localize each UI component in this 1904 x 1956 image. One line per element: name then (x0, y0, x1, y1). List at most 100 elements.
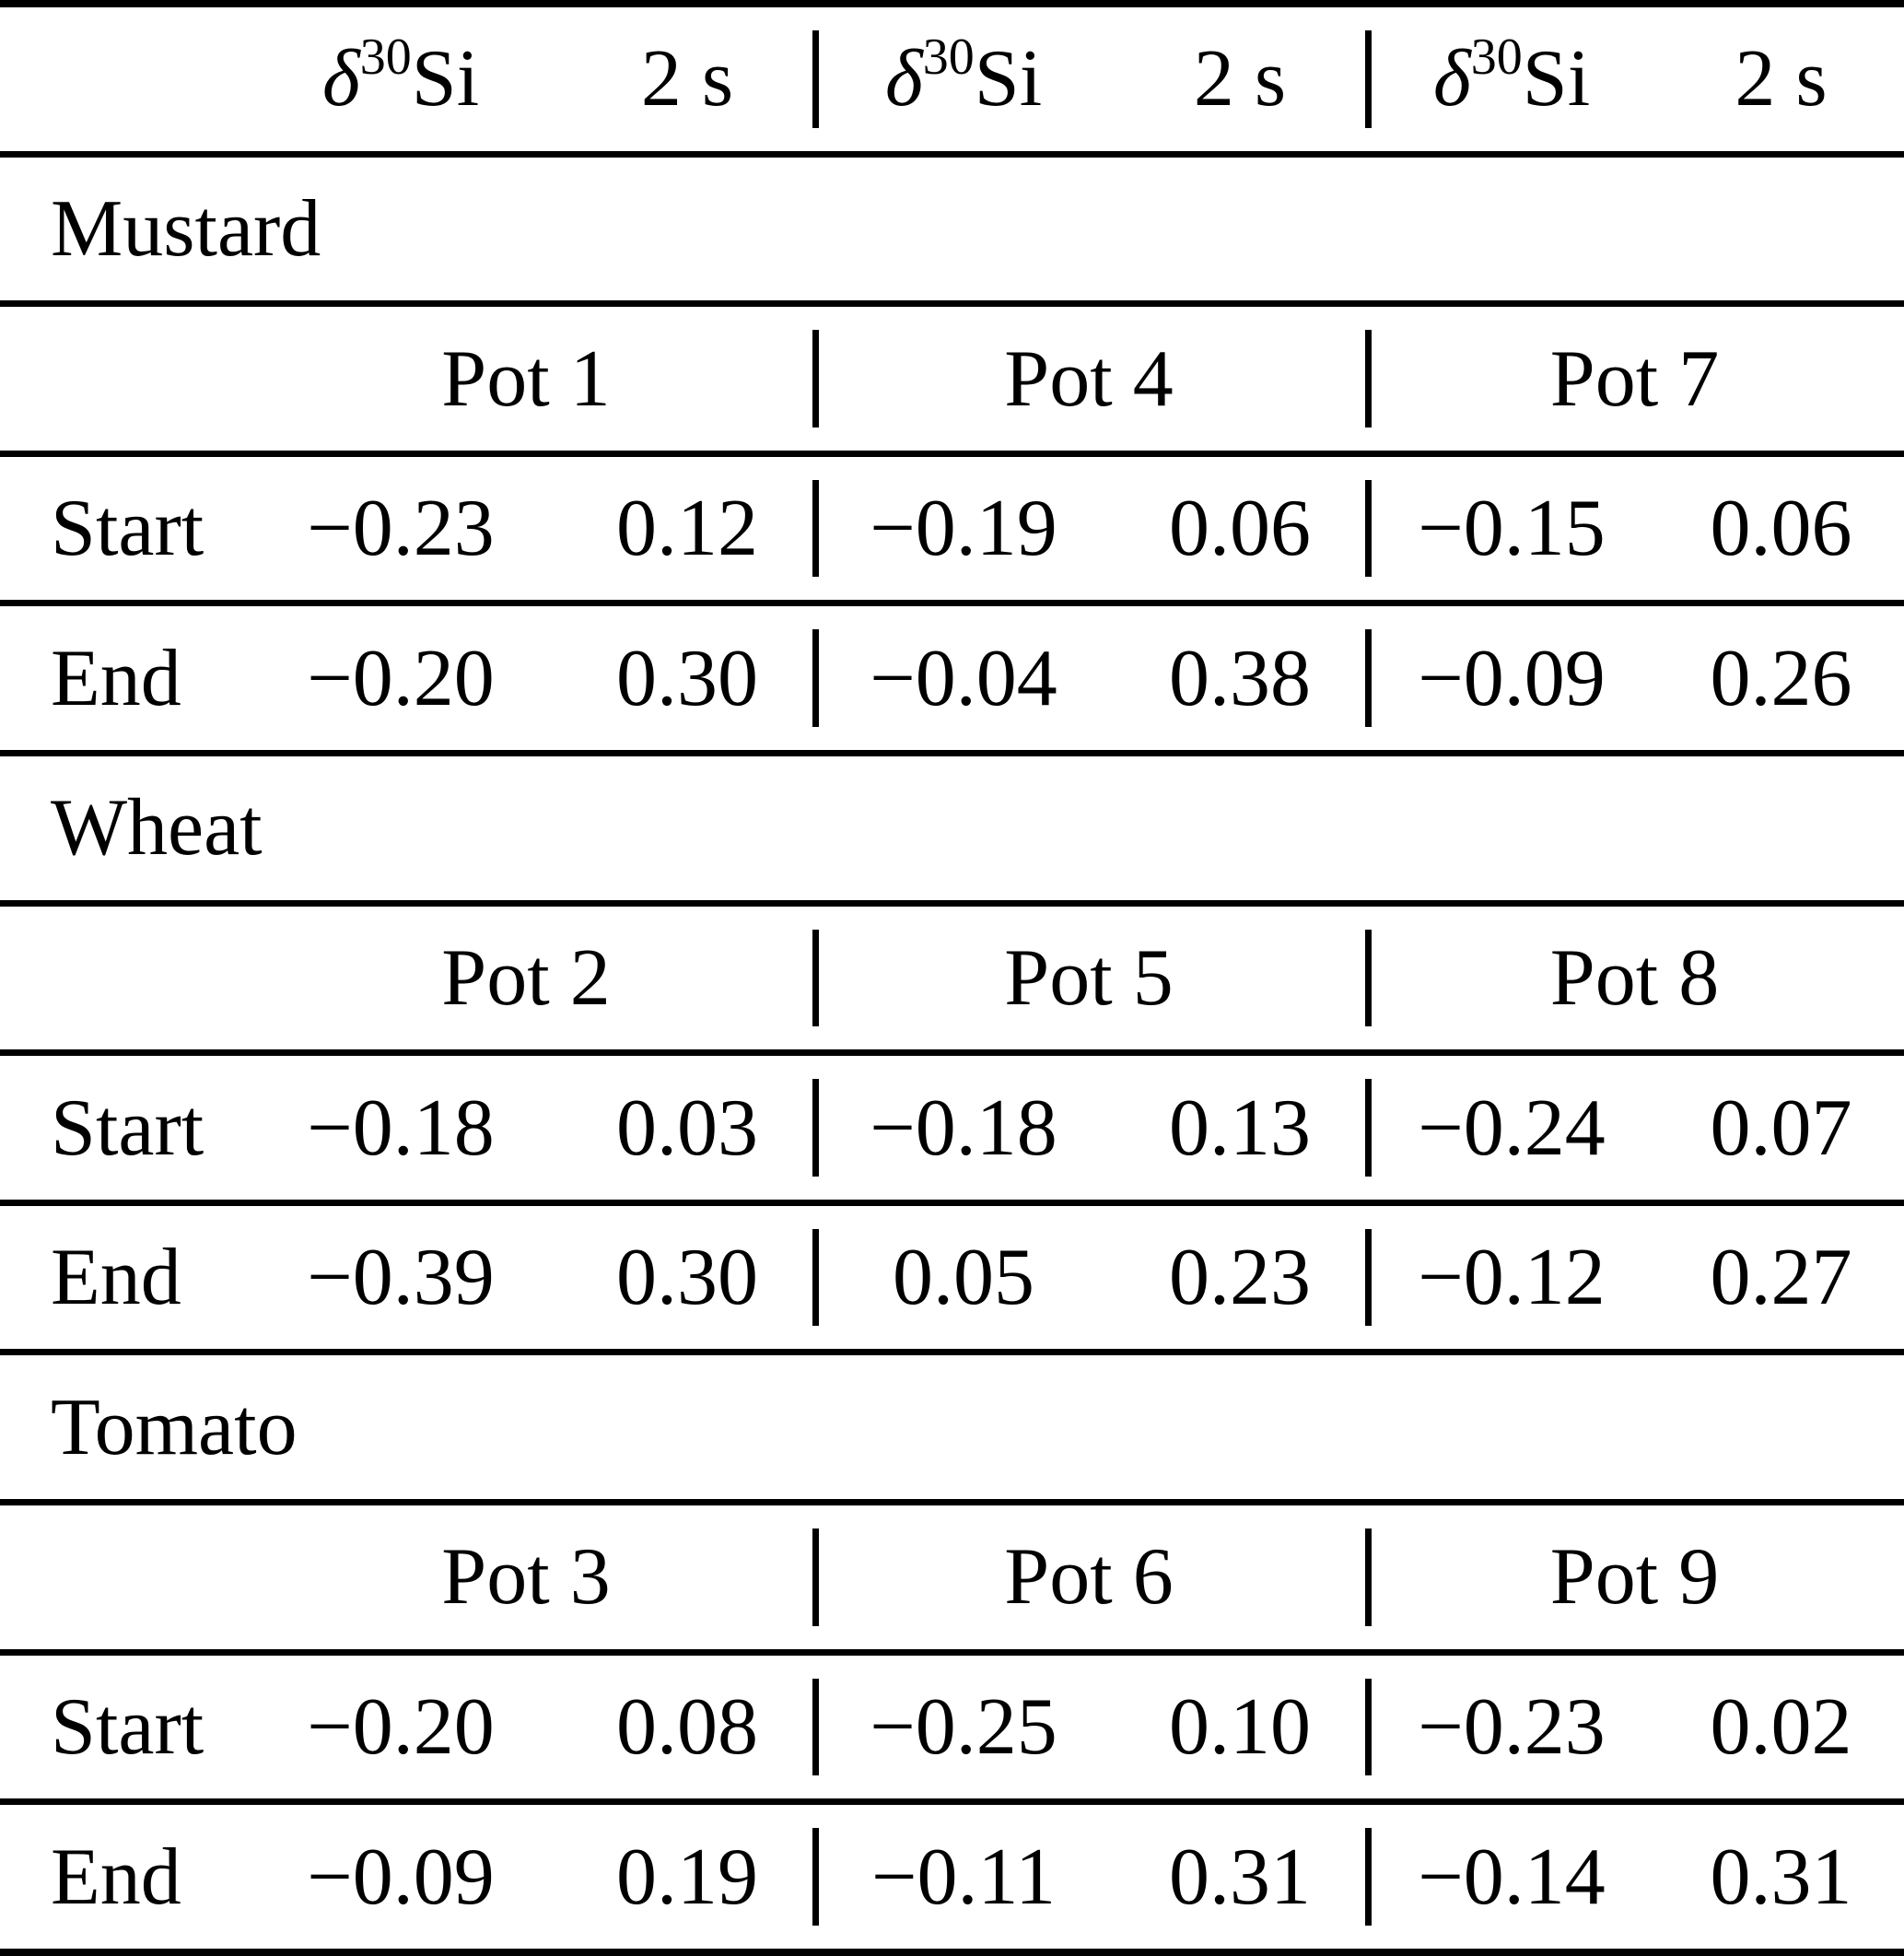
value-cell: −0.09 (307, 1832, 495, 1922)
element-symbol: Si (1522, 34, 1591, 124)
sigma-cell: 0.06 (1710, 484, 1852, 574)
pot-label: Pot 9 (1365, 1505, 1904, 1649)
delta-symbol: δ (321, 34, 360, 124)
value-cell: −0.23 (1365, 1655, 1658, 1799)
pot-row-tomato: Pot 3 Pot 6 Pot 9 (0, 1505, 1904, 1649)
value-cell: −0.04 (812, 606, 1115, 751)
sigma-cell: 0.10 (1169, 1682, 1311, 1772)
element-symbol: Si (411, 34, 480, 124)
pot-label: Pot 1 (441, 334, 611, 424)
delta-symbol: δ (1432, 34, 1471, 124)
value-cell: −0.18 (307, 1083, 495, 1173)
sigma-cell: 0.38 (1169, 633, 1311, 723)
sigma-cell: 0.08 (616, 1682, 758, 1772)
isotope-header: δ30Si (812, 7, 1115, 151)
horizontal-rule-top (0, 0, 1904, 7)
value-cell: −0.24 (1365, 1056, 1658, 1200)
mass-number: 30 (359, 29, 412, 87)
value-cell: −0.14 (1365, 1805, 1658, 1949)
header-empty-cell (0, 7, 239, 151)
horizontal-rule (0, 300, 1904, 308)
value-cell: −0.12 (1365, 1205, 1658, 1350)
horizontal-rule (0, 1648, 1904, 1656)
value-cell: −0.15 (1365, 456, 1658, 601)
sigma-cell: 0.30 (616, 1233, 758, 1323)
pot-row-empty-cell (0, 1505, 239, 1649)
value-cell: −0.20 (307, 633, 495, 723)
table-header-row: δ30Si 2 s δ30Si 2 s δ30Si 2 s (0, 7, 1904, 151)
sigma-cell: 0.07 (1710, 1083, 1852, 1173)
mass-number: 30 (1470, 29, 1523, 87)
data-row-wheat-end: End −0.39 0.30 0.05 0.23 −0.12 0.27 (0, 1205, 1904, 1350)
horizontal-rule (0, 750, 1904, 757)
pot-label: Pot 7 (1365, 307, 1904, 451)
horizontal-rule (0, 1199, 1904, 1206)
data-row-tomato-start: Start −0.20 0.08 −0.25 0.10 −0.23 0.02 (0, 1655, 1904, 1799)
row-label: Start (51, 1083, 204, 1173)
delta-symbol: δ (884, 34, 923, 124)
row-label: End (51, 1233, 181, 1323)
horizontal-rule (0, 150, 1904, 158)
data-row-wheat-start: Start −0.18 0.03 −0.18 0.13 −0.24 0.07 (0, 1056, 1904, 1200)
section-row-tomato: Tomato (0, 1355, 1904, 1499)
horizontal-rule (0, 1798, 1904, 1806)
pot-label: Pot 6 (812, 1505, 1365, 1649)
pot-row-mustard: Pot 1 Pot 4 Pot 7 (0, 307, 1904, 451)
row-label: Start (51, 1682, 204, 1772)
horizontal-rule (0, 1049, 1904, 1057)
sigma-cell: 0.12 (616, 484, 758, 574)
sigma-cell: 0.30 (616, 633, 758, 723)
value-cell: −0.19 (812, 456, 1115, 601)
sigma-header: 2 s (1735, 34, 1828, 124)
pot-row-wheat: Pot 2 Pot 5 Pot 8 (0, 906, 1904, 1050)
sigma-header: 2 s (640, 34, 734, 124)
horizontal-rule-bottom (0, 1948, 1904, 1956)
pot-label: Pot 8 (1365, 906, 1904, 1050)
sigma-cell: 0.31 (1169, 1832, 1311, 1922)
value-cell: −0.20 (307, 1682, 495, 1772)
horizontal-rule (0, 600, 1904, 607)
value-cell: −0.18 (812, 1056, 1115, 1200)
isotope-header: δ30Si (1365, 7, 1658, 151)
sigma-cell: 0.23 (1169, 1233, 1311, 1323)
sigma-cell: 0.31 (1710, 1832, 1852, 1922)
data-row-mustard-end: End −0.20 0.30 −0.04 0.38 −0.09 0.26 (0, 606, 1904, 751)
sigma-header: 2 s (1193, 34, 1287, 124)
value-cell: −0.25 (812, 1655, 1115, 1799)
value-cell: −0.09 (1365, 606, 1658, 751)
pot-label: Pot 4 (812, 307, 1365, 451)
value-cell: −0.23 (307, 484, 495, 574)
isotope-header: δ30Si (239, 7, 562, 151)
row-label: Start (51, 484, 204, 574)
sigma-cell: 0.19 (616, 1832, 758, 1922)
pot-row-empty-cell (0, 907, 239, 1050)
sigma-cell: 0.27 (1710, 1233, 1852, 1323)
value-cell: −0.39 (307, 1233, 495, 1323)
section-row-mustard: Mustard (0, 158, 1904, 301)
value-cell: 0.05 (812, 1205, 1115, 1350)
mass-number: 30 (922, 29, 975, 87)
row-label: End (51, 633, 181, 723)
horizontal-rule (0, 1349, 1904, 1356)
sigma-cell: 0.03 (616, 1083, 758, 1173)
pot-label: Pot 5 (812, 906, 1365, 1050)
element-symbol: Si (974, 34, 1043, 124)
horizontal-rule (0, 1499, 1904, 1506)
sigma-cell: 0.06 (1169, 484, 1311, 574)
section-label: Mustard (51, 183, 321, 274)
horizontal-rule (0, 450, 1904, 457)
pot-label: Pot 2 (441, 932, 611, 1023)
sigma-cell: 0.13 (1169, 1083, 1311, 1173)
pot-row-empty-cell (0, 307, 239, 451)
sigma-cell: 0.02 (1710, 1682, 1852, 1772)
value-cell: −0.11 (812, 1805, 1115, 1949)
horizontal-rule (0, 899, 1904, 907)
data-row-tomato-end: End −0.09 0.19 −0.11 0.31 −0.14 0.31 (0, 1805, 1904, 1949)
row-label: End (51, 1832, 181, 1922)
pot-label: Pot 3 (441, 1532, 611, 1622)
section-label: Wheat (51, 783, 263, 873)
sigma-cell: 0.26 (1710, 633, 1852, 723)
section-label: Tomato (51, 1382, 298, 1472)
data-row-mustard-start: Start −0.23 0.12 −0.19 0.06 −0.15 0.06 (0, 456, 1904, 601)
